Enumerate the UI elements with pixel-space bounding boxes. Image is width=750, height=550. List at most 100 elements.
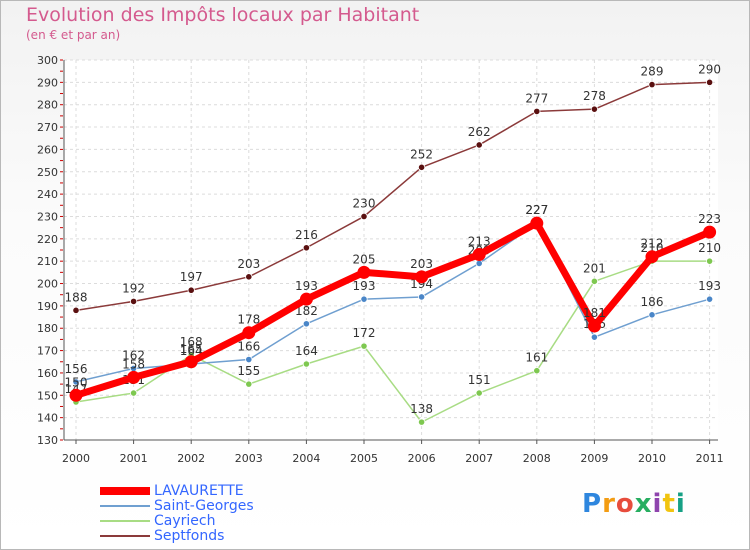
y-tick-label: 160 [37,367,58,380]
data-point-saint-georges [72,378,80,386]
data-point-septfonds [187,286,195,294]
y-tick-label: 130 [37,434,58,447]
data-label-saint-georges: 156 [65,362,88,376]
chart-title: Evolution des Impôts locaux par Habitant [26,4,420,26]
chart-subtitle: (en € et par an) [26,28,121,42]
y-tick-label: 170 [37,345,58,358]
data-label-septfonds: 192 [122,281,145,295]
data-label-saint-georges: 193 [698,279,721,293]
data-point-septfonds [705,78,714,86]
data-point-lavaurette [127,370,141,384]
x-tick-label: 2007 [465,452,493,465]
y-tick-label: 250 [37,166,58,179]
data-label-saint-georges: 162 [122,348,145,362]
data-label-septfonds: 216 [295,228,318,242]
data-point-septfonds [590,105,599,113]
data-point-lavaurette [415,270,429,284]
data-point-saint-georges [360,295,368,303]
x-tick-label: 2005 [350,452,378,465]
data-label-cayriech: 168 [180,335,203,349]
y-tick-label: 180 [37,322,58,335]
data-label-saint-georges: 227 [525,203,548,217]
y-tick-label: 240 [37,188,58,201]
data-label-cayriech: 172 [353,326,376,340]
data-label-lavaurette: 150 [65,375,88,389]
data-point-lavaurette [69,388,83,402]
data-point-cayriech [705,257,714,265]
data-point-saint-georges [302,320,310,328]
x-tick-label: 2006 [408,452,436,465]
data-label-saint-georges: 193 [353,279,376,293]
data-label-lavaurette: 205 [353,252,376,266]
data-point-lavaurette [472,247,486,261]
data-point-lavaurette [587,319,601,333]
data-label-cayriech: 201 [583,261,606,275]
data-label-saint-georges: 194 [410,277,433,291]
data-label-saint-georges: 164 [180,344,203,358]
data-point-cayriech [302,360,310,368]
legend-swatch [100,487,150,495]
data-point-saint-georges [705,295,714,303]
data-point-cayriech [130,389,138,397]
data-label-cayriech: 161 [525,351,548,365]
legend-swatch [100,520,150,522]
legend-swatch [100,505,150,507]
x-tick-label: 2002 [177,452,205,465]
y-tick-label: 150 [37,389,58,402]
plot-area [64,60,718,440]
legend-swatch [100,535,150,537]
data-label-lavaurette: 227 [525,203,548,217]
data-point-lavaurette [645,250,659,264]
data-point-lavaurette [242,326,256,340]
data-point-septfonds [533,107,541,116]
y-tick-label: 140 [37,412,58,425]
data-point-septfonds [302,244,310,252]
data-label-lavaurette: 223 [698,212,721,226]
proxiti-logo: Proxiti [582,489,686,519]
data-label-lavaurette: 203 [410,257,433,271]
data-point-saint-georges [417,293,426,301]
data-point-septfonds [130,297,138,306]
y-tick-label: 270 [37,121,58,134]
data-label-lavaurette: 165 [180,342,203,356]
x-tick-label: 2003 [235,452,263,465]
data-point-saint-georges [245,355,253,364]
x-tick-label: 2009 [580,452,608,465]
x-tick-label: 2004 [292,452,320,465]
data-label-lavaurette: 178 [237,313,260,327]
data-label-lavaurette: 181 [583,306,606,320]
data-label-septfonds: 203 [237,257,260,271]
data-label-septfonds: 252 [410,147,433,161]
data-label-septfonds: 188 [65,290,88,304]
data-point-septfonds [648,80,656,89]
data-point-septfonds [360,212,368,221]
data-label-saint-georges: 186 [641,295,664,309]
y-tick-label: 300 [37,54,58,67]
y-tick-label: 280 [37,99,58,112]
y-tick-label: 200 [37,278,58,291]
data-point-lavaurette [530,216,544,230]
data-label-septfonds: 289 [641,65,664,79]
data-point-septfonds [417,163,426,171]
data-label-cayriech: 151 [468,373,491,387]
data-label-cayriech: 164 [295,344,318,358]
y-tick-label: 190 [37,300,58,313]
series-line-lavaurette [72,219,714,399]
data-label-saint-georges: 182 [295,304,318,318]
data-point-lavaurette [703,225,717,239]
data-label-septfonds: 197 [180,270,203,284]
data-label-lavaurette: 213 [468,234,491,248]
data-label-septfonds: 278 [583,89,606,103]
data-point-cayriech [417,418,426,426]
legend-label: Saint-Georges [154,498,254,514]
data-label-lavaurette: 193 [295,279,318,293]
data-point-septfonds [245,273,253,281]
data-label-lavaurette: 158 [122,357,145,371]
y-tick-label: 260 [37,143,58,156]
y-tick-label: 230 [37,210,58,223]
data-point-cayriech [245,380,253,388]
x-tick-label: 2008 [523,452,551,465]
y-tick-label: 220 [37,233,58,246]
data-point-lavaurette [184,355,198,369]
data-point-cayriech [590,277,599,285]
